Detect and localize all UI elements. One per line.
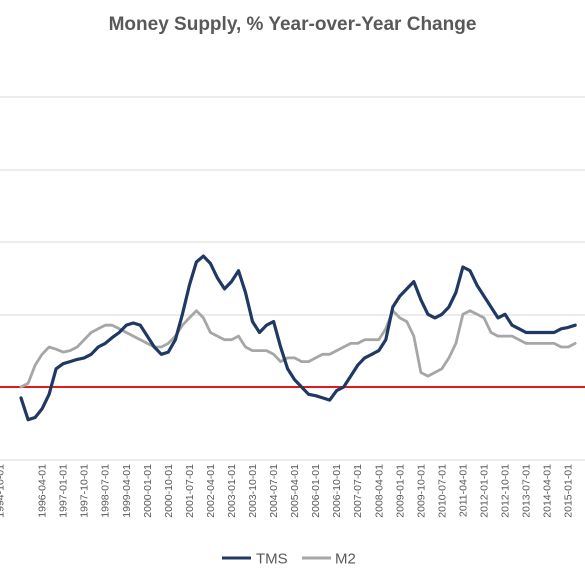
x-tick-label: 2015-01-01 bbox=[563, 464, 575, 518]
series-line-m2 bbox=[19, 309, 577, 389]
x-tick-label: 2003-10-01 bbox=[247, 464, 259, 518]
x-tick-label: 2009-01-01 bbox=[394, 464, 406, 518]
x-tick-label: 2006-10-01 bbox=[331, 464, 343, 518]
series-line-tms bbox=[19, 254, 577, 422]
x-tick-label: 2011-04-01 bbox=[457, 464, 469, 517]
legend: TMS M2 bbox=[222, 551, 356, 568]
x-tick-label: 2001-07-01 bbox=[184, 464, 196, 518]
gridlines bbox=[0, 96, 585, 461]
x-tick-label: 2012-10-01 bbox=[500, 464, 512, 518]
x-tick-label: 1999-04-01 bbox=[121, 464, 133, 518]
x-tick-label: 1994-10-01 bbox=[0, 464, 7, 518]
x-tick-label: 2000-01-01 bbox=[142, 464, 154, 518]
x-tick-label: 2014-04-01 bbox=[542, 464, 554, 518]
x-tick-label: 2006-01-01 bbox=[310, 464, 322, 518]
x-tick-label: 2009-10-01 bbox=[415, 464, 427, 518]
x-tick-label: 2005-04-01 bbox=[289, 464, 301, 518]
x-tick-label: 1997-10-01 bbox=[79, 464, 91, 518]
x-tick-label: 2007-07-01 bbox=[352, 464, 364, 518]
x-tick-label: 2000-10-01 bbox=[163, 464, 175, 518]
x-tick-label: 2002-04-01 bbox=[205, 464, 217, 518]
x-tick-label: 2004-07-01 bbox=[268, 464, 280, 518]
x-tick-label: 2008-04-01 bbox=[373, 464, 385, 518]
series-lines bbox=[19, 254, 577, 422]
legend-label-m2: M2 bbox=[335, 551, 356, 568]
x-tick-label: 2010-07-01 bbox=[436, 464, 448, 518]
x-tick-label: 2003-01-01 bbox=[226, 464, 238, 518]
legend-label-tms: TMS bbox=[256, 551, 288, 568]
x-tick-label: 2013-07-01 bbox=[521, 464, 533, 518]
x-tick-label: 1998-07-01 bbox=[100, 464, 112, 518]
x-tick-label: 2012-01-01 bbox=[479, 464, 491, 518]
x-tick-label: 1996-04-01 bbox=[37, 464, 49, 518]
x-tick-label: 1997-01-01 bbox=[58, 464, 70, 518]
x-axis-tick-labels: 1994-10-01 1996-04-01 1997-01-01 1997-10-01… bbox=[0, 464, 575, 518]
chart-title: Money Supply, % Year-over-Year Change bbox=[108, 14, 477, 35]
